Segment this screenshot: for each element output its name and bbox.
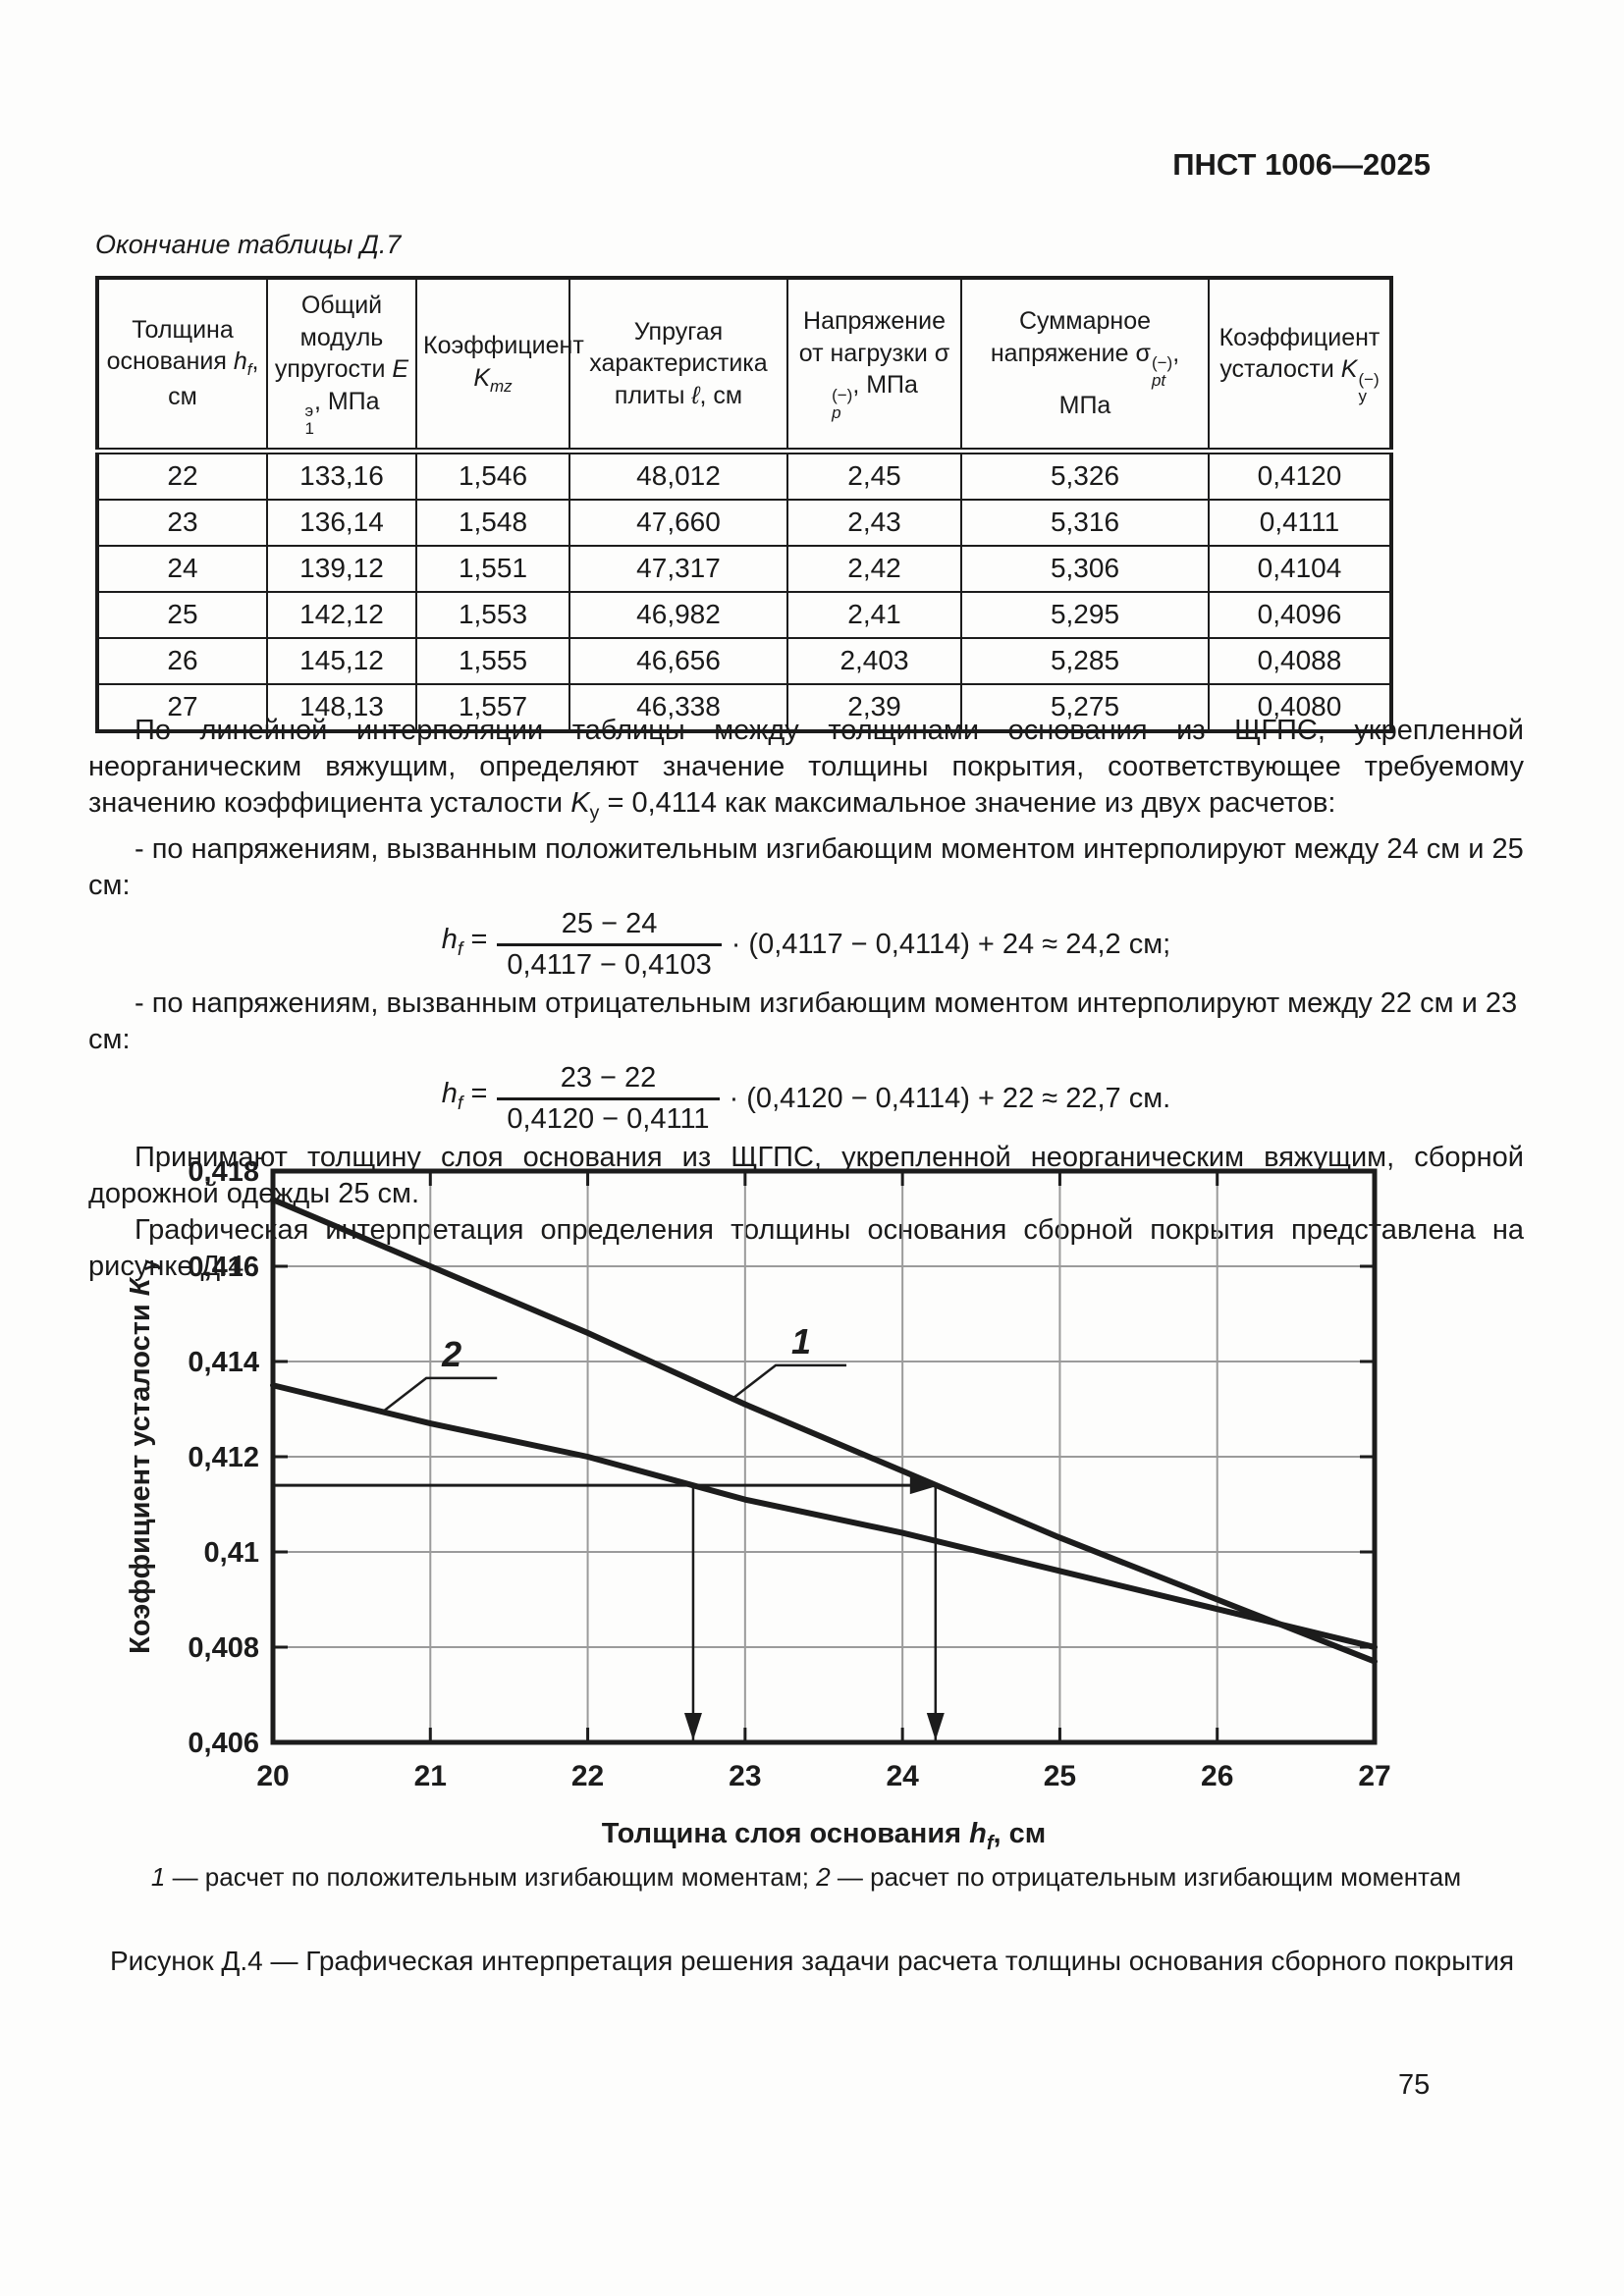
table-cell: 2,42 (786, 544, 962, 593)
table-cell: 27 (96, 682, 268, 732)
col-header-total-stress: Суммарное напряжение σ (−) pt, МПа (960, 276, 1210, 454)
col-header-base-thickness: Толщина основания hf, см (96, 276, 268, 454)
svg-text:0,41: 0,41 (204, 1537, 259, 1569)
table-cell: 148,13 (266, 682, 417, 732)
svg-text:0,416: 0,416 (188, 1252, 259, 1283)
figure-d4-chart: 1 2 0,406 0,408 0,41 0,412 0,414 0,416 0,418 20 21… (125, 1156, 1391, 1854)
table-cell: 25 (96, 590, 268, 639)
table-body: 22 133,16 1,546 48,012 2,45 5,326 0,4120 23 136,… (96, 450, 1392, 732)
svg-text:21: 21 (414, 1760, 447, 1792)
document-code: ПНСТ 1006—2025 (1172, 147, 1431, 182)
table-cell: 5,316 (960, 498, 1210, 547)
svg-text:26: 26 (1201, 1760, 1233, 1792)
table-cell: 2,403 (786, 636, 962, 685)
table-row: 26 145,12 1,555 46,656 2,403 5,285 0,4088 (96, 636, 1392, 685)
svg-text:0,412: 0,412 (188, 1442, 259, 1473)
formula-negative-moment: hf = 23 − 22 0,4120 − 0,4111 · (0,4120 − … (441, 1061, 1171, 1135)
table-cell: 145,12 (266, 636, 417, 685)
table-cell: 1,553 (415, 590, 570, 639)
svg-text:25: 25 (1044, 1760, 1076, 1792)
table-cell: 48,012 (568, 450, 788, 501)
table-cell: 139,12 (266, 544, 417, 593)
table-d7: Толщина основания hf, см Общий модуль уп… (95, 276, 1393, 733)
table-cell: 136,14 (266, 498, 417, 547)
table-row: 27 148,13 1,557 46,338 2,39 5,275 0,4080 (96, 682, 1392, 732)
table-cell: 5,295 (960, 590, 1210, 639)
svg-text:1: 1 (791, 1321, 811, 1362)
table-row: 24 139,12 1,551 47,317 2,42 5,306 0,4104 (96, 544, 1392, 593)
svg-text:2: 2 (441, 1334, 461, 1374)
svg-text:27: 27 (1358, 1760, 1390, 1792)
paragraph-interpolation: По линейной интерполяции таблицы между т… (88, 715, 1524, 824)
table-cell: 2,43 (786, 498, 962, 547)
table-cell: 0,4080 (1208, 682, 1392, 732)
table-cell: 2,41 (786, 590, 962, 639)
table-cell: 0,4120 (1208, 450, 1392, 501)
table-cell: 1,546 (415, 450, 570, 501)
figure-legend: 1 — расчет по положительным изгибающим м… (150, 1862, 1462, 1892)
svg-text:0,406: 0,406 (188, 1728, 259, 1759)
page-number: 75 (1398, 2069, 1431, 2101)
table-cell: 1,557 (415, 682, 570, 732)
table-cell: 46,338 (568, 682, 788, 732)
table-cell: 24 (96, 544, 268, 593)
table-header-row: Толщина основания hf, см Общий модуль уп… (96, 276, 1392, 454)
paragraph-conclusion: Принимают толщину слоя основания из ЩГПС… (88, 1141, 1524, 1209)
svg-text:20: 20 (256, 1760, 289, 1792)
table-cell: 142,12 (266, 590, 417, 639)
svg-text:0,414: 0,414 (188, 1347, 259, 1378)
table-cell: 22 (96, 450, 268, 501)
table-cell: 2,45 (786, 450, 962, 501)
table-row: 25 142,12 1,553 46,982 2,41 5,295 0,4096 (96, 590, 1392, 639)
table-cell: 26 (96, 636, 268, 685)
col-header-elastic-characteristic: Упругая характеристика плиты ℓ, см (568, 276, 788, 454)
table-cell: 0,4088 (1208, 636, 1392, 685)
table-cell: 46,982 (568, 590, 788, 639)
table-cell: 0,4104 (1208, 544, 1392, 593)
table-row: 22 133,16 1,546 48,012 2,45 5,326 0,4120 (96, 450, 1392, 501)
table-cell: 5,285 (960, 636, 1210, 685)
col-header-load-stress: Напряжение от нагрузки σ (−) p, МПа (786, 276, 962, 454)
svg-text:Коэффициент усталости К у: Коэффициент усталости К у (125, 1258, 161, 1654)
table-cell: 1,548 (415, 498, 570, 547)
bullet-negative-moment: - по напряжениям, вызванным отрицательны… (88, 987, 1518, 1055)
formula-positive-moment: hf = 25 − 24 0,4117 − 0,4103 · (0,4117 − … (441, 907, 1171, 981)
table-cell: 47,317 (568, 544, 788, 593)
figure-caption: Рисунок Д.4 — Графическая интерпретация … (109, 1946, 1514, 1976)
table-cell: 47,660 (568, 498, 788, 547)
svg-text:24: 24 (886, 1760, 919, 1792)
table-cell: 2,39 (786, 682, 962, 732)
table-cell: 0,4096 (1208, 590, 1392, 639)
table-continuation-caption: Окончание таблицы Д.7 (95, 230, 402, 259)
table-row: 23 136,14 1,548 47,660 2,43 5,316 0,4111 (96, 498, 1392, 547)
svg-text:Толщина слоя основания hf, см: Толщина слоя основания hf, см (602, 1818, 1046, 1854)
table-cell: 0,4111 (1208, 498, 1392, 547)
table-cell: 1,555 (415, 636, 570, 685)
table-cell: 46,656 (568, 636, 788, 685)
svg-text:0,408: 0,408 (188, 1632, 259, 1664)
table-cell: 23 (96, 498, 268, 547)
col-header-fatigue-coefficient: Коэффициент усталости K (−) у (1208, 276, 1392, 454)
table-cell: 1,551 (415, 544, 570, 593)
table-cell: 5,306 (960, 544, 1210, 593)
table-cell: 5,275 (960, 682, 1210, 732)
svg-text:22: 22 (571, 1760, 604, 1792)
col-header-kmz: Коэффициент Kmz (415, 276, 584, 454)
table-cell: 133,16 (266, 450, 417, 501)
table-cell: 5,326 (960, 450, 1210, 501)
body-text: По линейной интерполяции таблицы между т… (88, 713, 1524, 1285)
svg-text:0,418: 0,418 (188, 1156, 259, 1188)
svg-text:23: 23 (729, 1760, 761, 1792)
bullet-positive-moment: - по напряжениям, вызванным положительны… (88, 832, 1524, 901)
